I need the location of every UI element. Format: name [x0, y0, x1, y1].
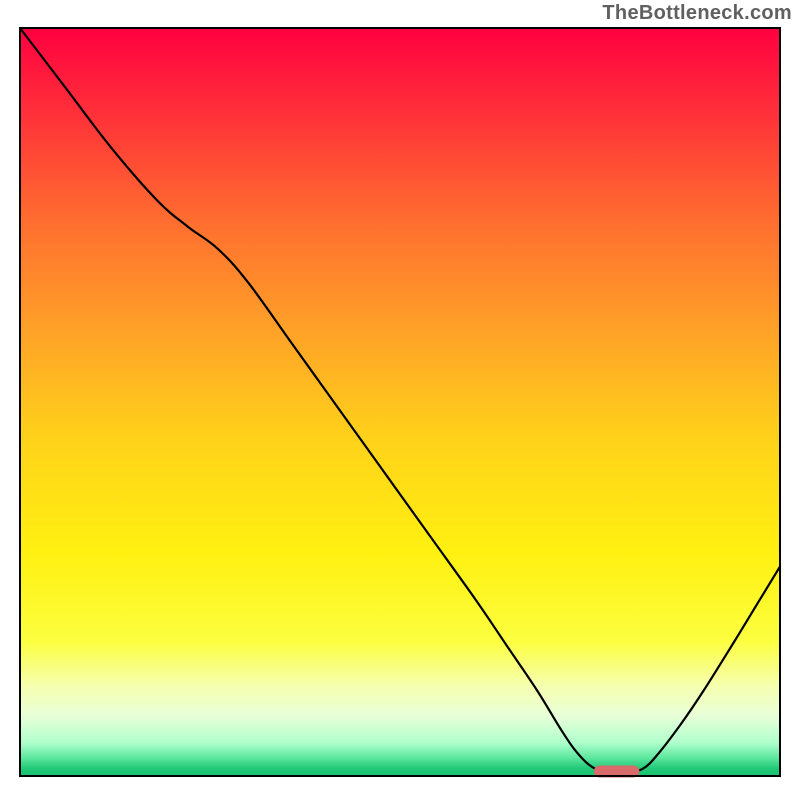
chart-background — [20, 28, 780, 776]
bottleneck-chart — [0, 0, 800, 800]
chart-container: { "watermark": { "text": "TheBottleneck.… — [0, 0, 800, 800]
watermark-text: TheBottleneck.com — [602, 2, 792, 25]
